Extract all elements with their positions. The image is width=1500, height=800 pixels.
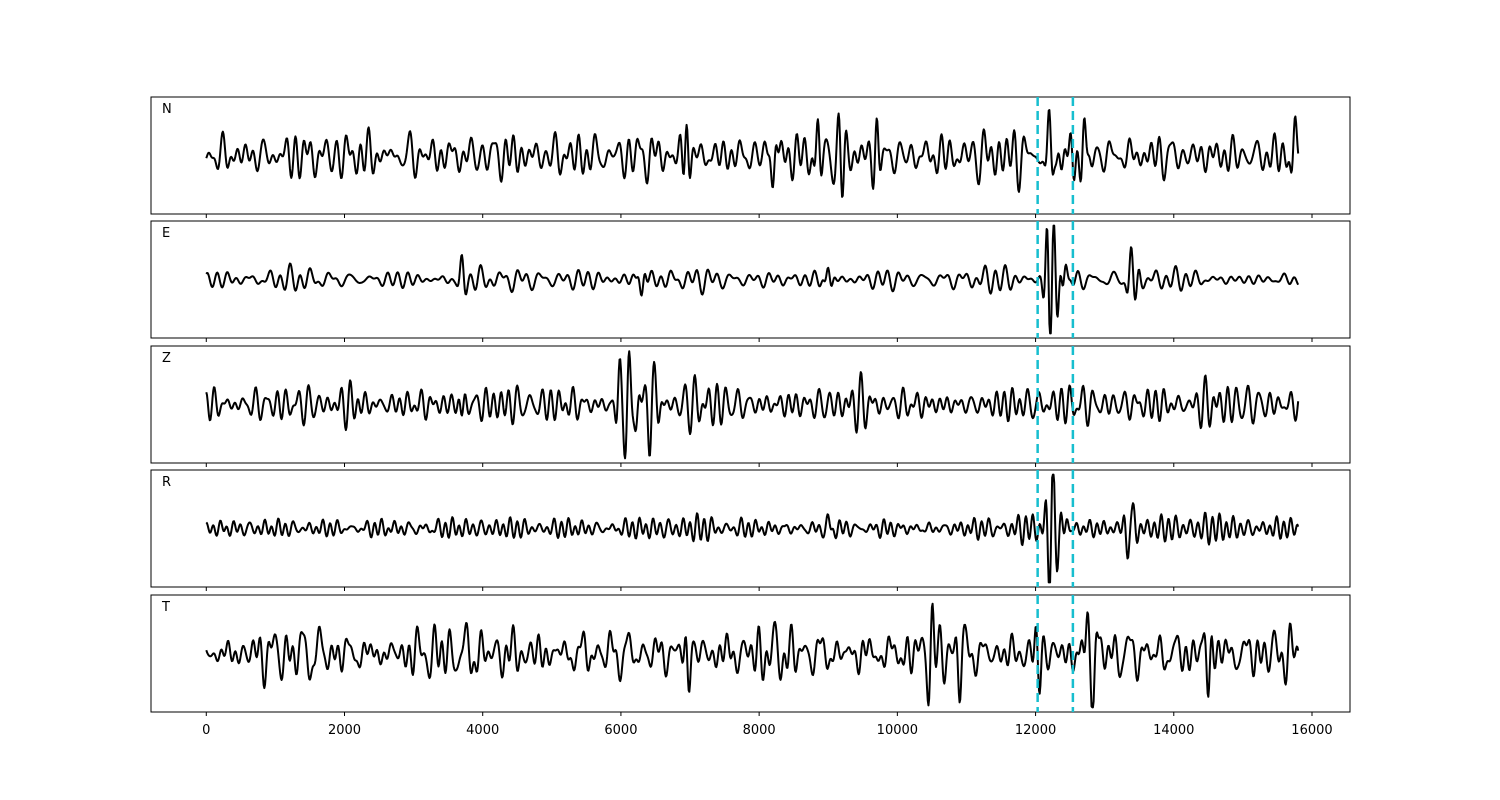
trace-e bbox=[205, 224, 1300, 335]
x-axis: 0 2000 4000 6000 8000 10000 12000 14000 16000 bbox=[202, 723, 1333, 738]
trace-r bbox=[205, 473, 1300, 584]
panels: N E Z R T bbox=[150, 96, 1351, 716]
trace-n bbox=[205, 109, 1300, 198]
panel-e: E bbox=[150, 220, 1351, 342]
x-tick-label: 6000 bbox=[604, 723, 637, 738]
trace-z bbox=[205, 350, 1300, 460]
x-tick-label: 16000 bbox=[1291, 723, 1332, 738]
x-tick-label: 0 bbox=[202, 723, 210, 738]
trace-t bbox=[205, 602, 1300, 709]
x-tick-label: 8000 bbox=[743, 723, 776, 738]
panel-label: R bbox=[162, 475, 171, 490]
panel-frame bbox=[150, 96, 1351, 215]
panel-n: N bbox=[150, 96, 1351, 218]
x-tick-label: 12000 bbox=[1015, 723, 1056, 738]
x-tick-label: 10000 bbox=[877, 723, 918, 738]
panel-label: T bbox=[161, 600, 170, 615]
panel-label: E bbox=[162, 226, 170, 241]
panel-frame bbox=[150, 220, 1351, 339]
x-tick-label: 4000 bbox=[466, 723, 499, 738]
panel-t: T bbox=[150, 594, 1351, 716]
panel-z: Z bbox=[150, 345, 1351, 467]
panel-label: Z bbox=[162, 351, 171, 366]
panel-r: R bbox=[150, 469, 1351, 591]
x-tick-label: 14000 bbox=[1153, 723, 1194, 738]
x-tick-label: 2000 bbox=[328, 723, 361, 738]
panel-label: N bbox=[162, 102, 172, 117]
